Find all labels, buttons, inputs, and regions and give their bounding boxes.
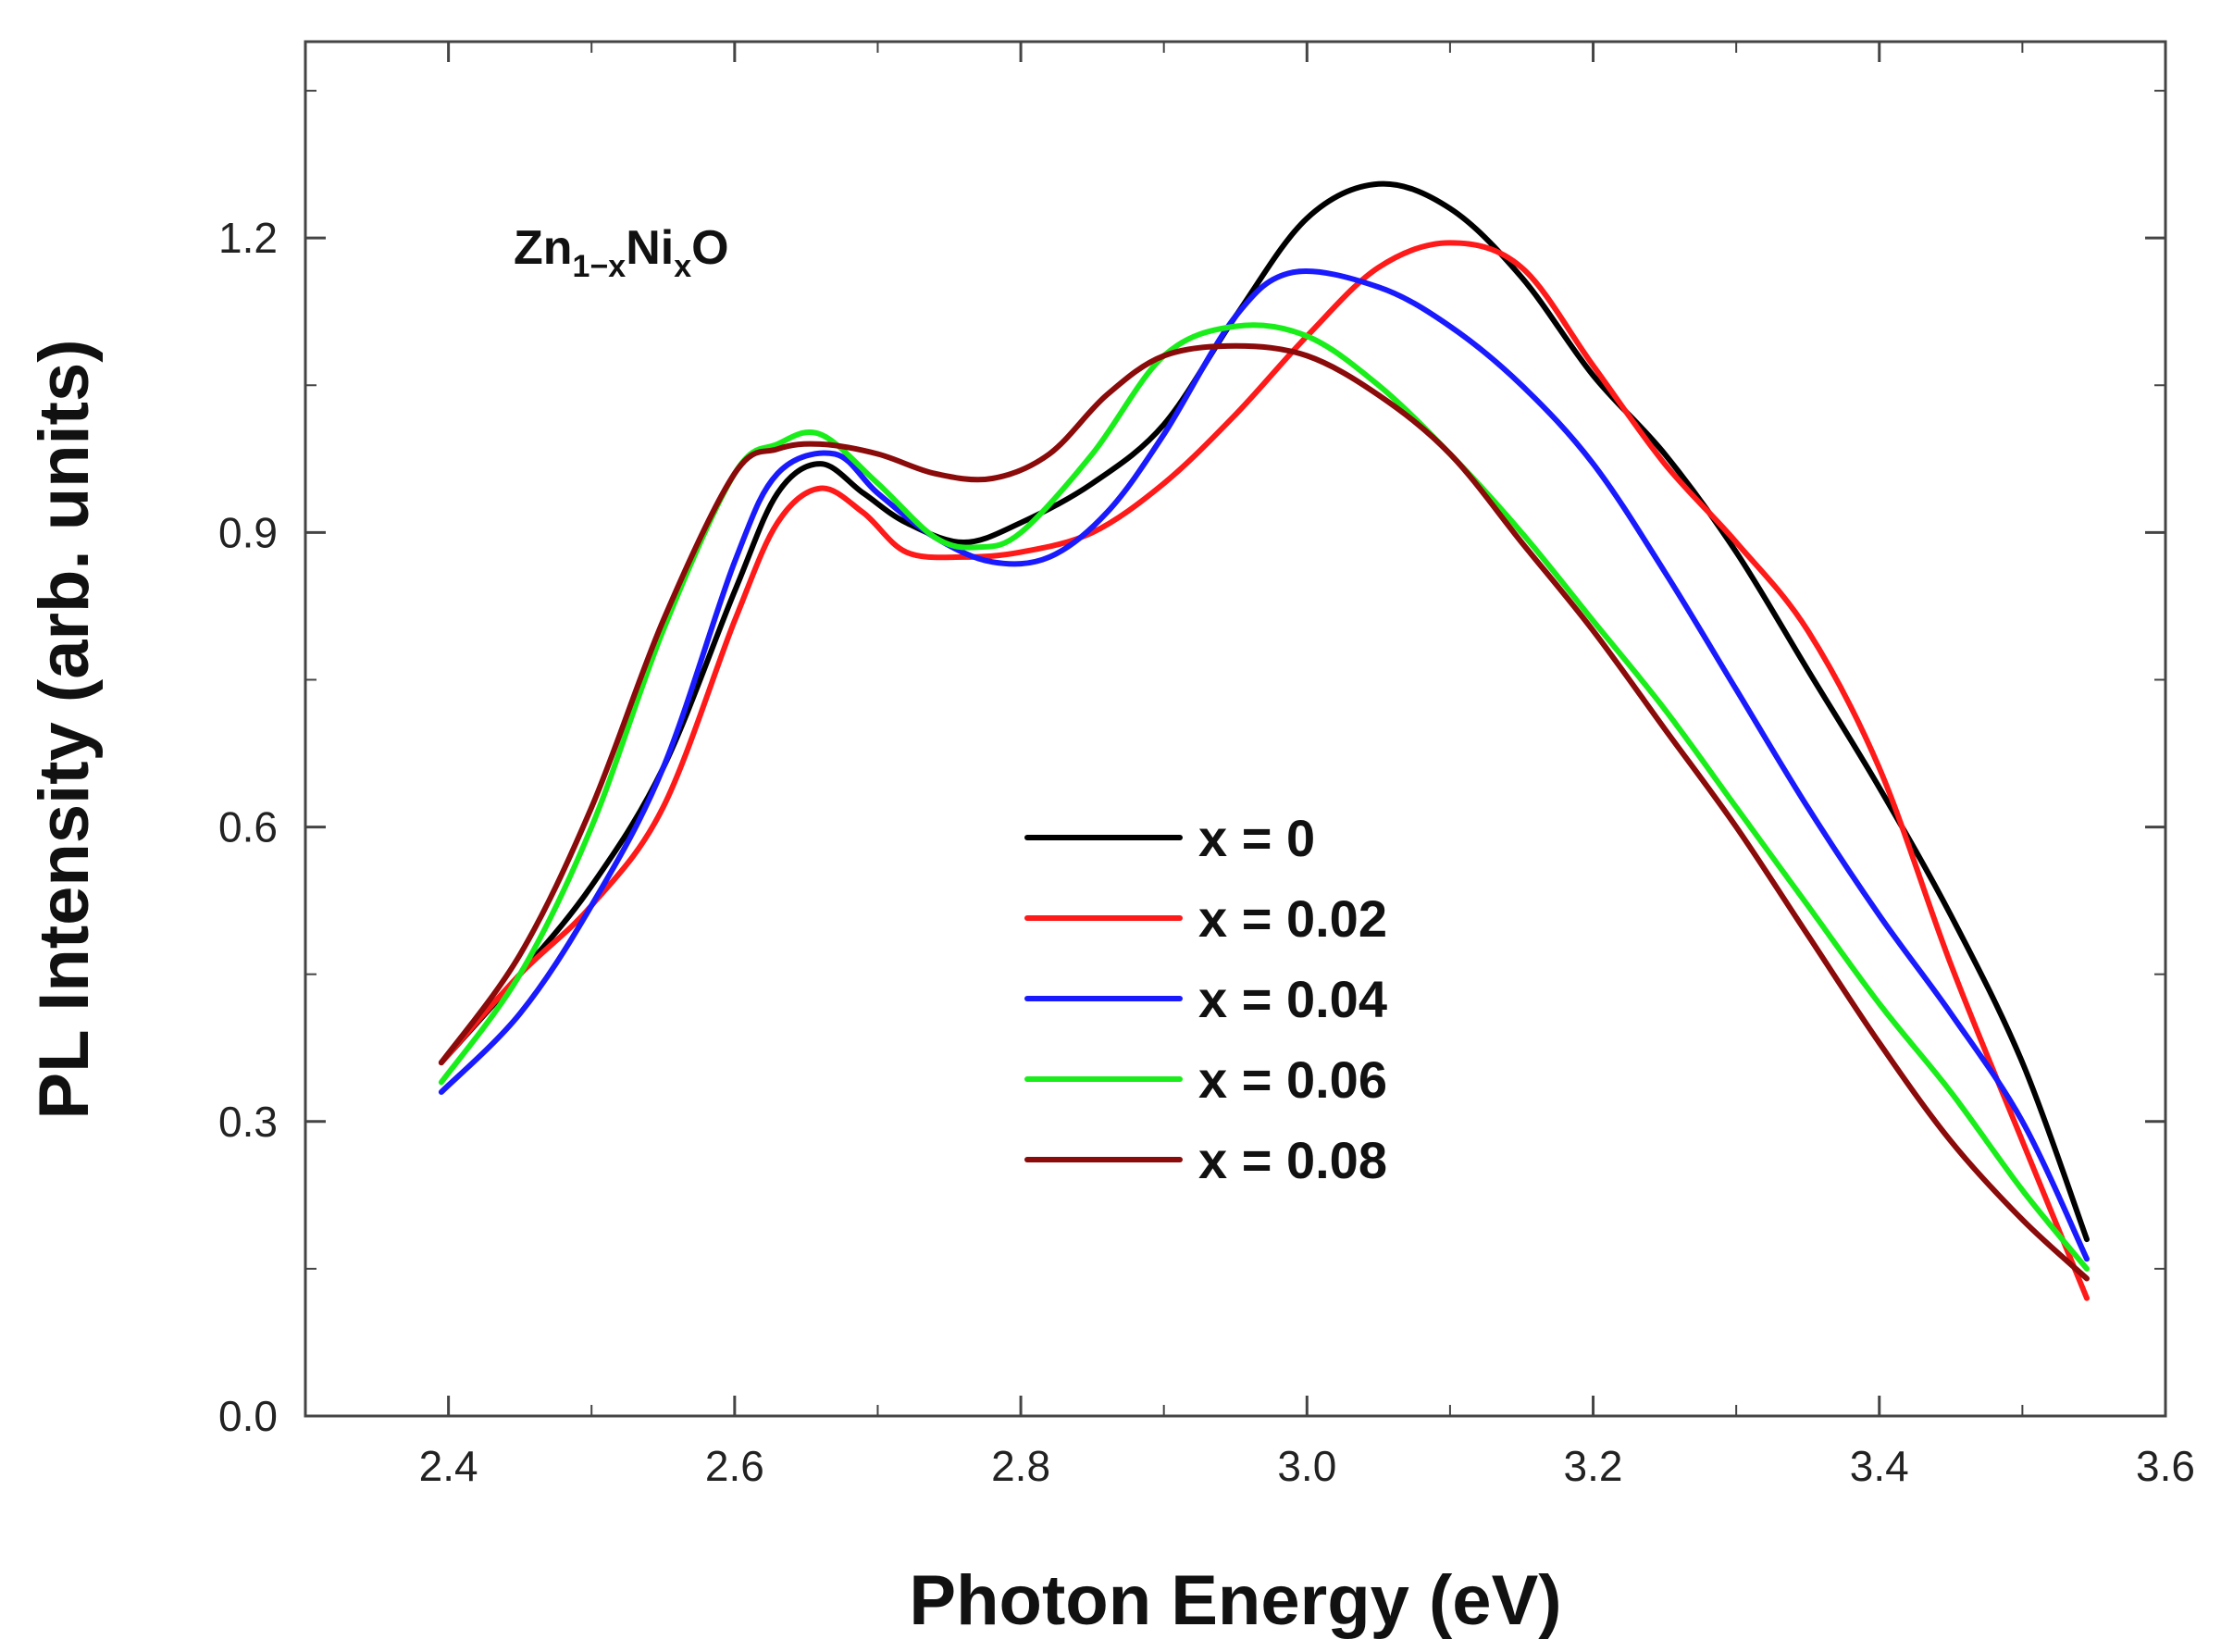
axis-ticks: 2.4 2.6 2.8 3.0 3.2 3.4 3.6 0.0 0.3 0.6 0.9 1.2 xyxy=(218,42,2195,1490)
plot-frame xyxy=(304,40,2167,1418)
legend-label-4: x = 0.08 xyxy=(1198,1131,1387,1189)
series-group xyxy=(438,180,2090,1301)
legend-label-2: x = 0.04 xyxy=(1198,970,1387,1028)
y-tick-label: 0.0 xyxy=(218,1392,278,1440)
x-tick-label: 2.8 xyxy=(991,1442,1050,1490)
annotation-zn-subscript: 1−x xyxy=(573,249,627,284)
x-tick-label: 2.4 xyxy=(419,1442,478,1490)
legend-label-1: x = 0.02 xyxy=(1198,889,1387,948)
legend-label-3: x = 0.06 xyxy=(1198,1050,1387,1109)
annotation-ni-subscript: x xyxy=(674,249,691,284)
series-line-4 xyxy=(438,342,2090,1282)
x-tick-label: 3.0 xyxy=(1277,1442,1336,1490)
legend: x = 0 x = 0.02 x = 0.04 x = 0.06 x = 0.08 xyxy=(1024,809,1387,1189)
series-line-2 xyxy=(438,267,2090,1262)
annotation-ni: Ni xyxy=(626,221,674,275)
y-axis-title: PL Intensity (arb. units) xyxy=(25,339,104,1119)
x-tick-label: 2.6 xyxy=(705,1442,764,1490)
y-tick-label: 0.6 xyxy=(218,803,278,851)
x-axis-title: Photon Energy (eV) xyxy=(909,1561,1561,1640)
y-tick-label: 1.2 xyxy=(218,214,278,262)
legend-label-0: x = 0 xyxy=(1198,809,1315,867)
y-tick-label: 0.9 xyxy=(218,508,278,556)
series-line-1 xyxy=(438,240,2090,1301)
composition-annotation: Zn1−xNixO xyxy=(514,221,729,284)
annotation-o: O xyxy=(691,221,728,275)
annotation-zn: Zn xyxy=(514,221,573,275)
y-tick-label: 0.3 xyxy=(218,1098,278,1146)
x-tick-label: 3.2 xyxy=(1564,1442,1623,1490)
x-tick-label: 3.4 xyxy=(1850,1442,1909,1490)
x-tick-label: 3.6 xyxy=(2136,1442,2195,1490)
